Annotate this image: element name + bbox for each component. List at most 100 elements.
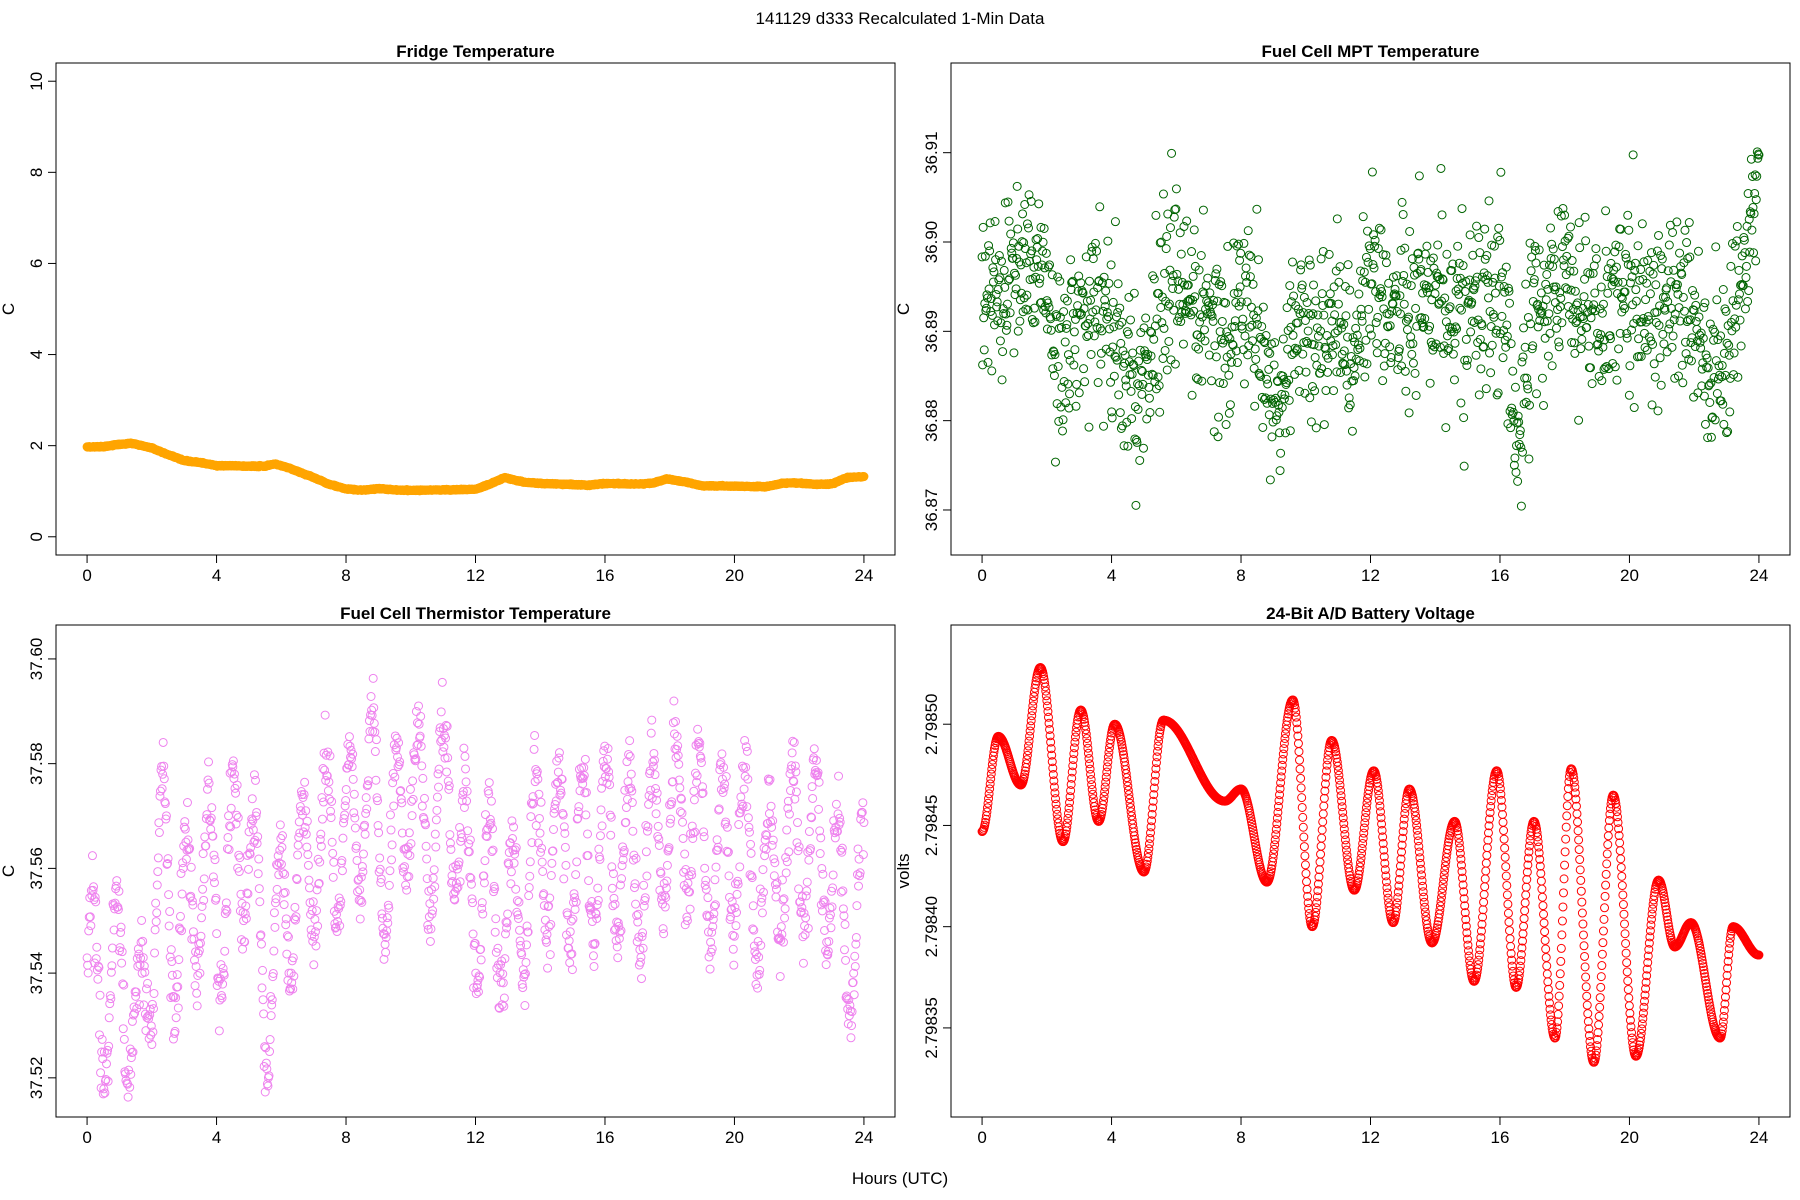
data-point [554,748,564,758]
data-point [369,703,379,713]
data-point [605,780,615,790]
data-point [833,809,843,819]
data-point [746,848,756,858]
data-point [1303,326,1313,336]
data-point [1624,390,1634,400]
data-point [269,946,279,956]
data-point [1430,289,1440,299]
data-point [1162,231,1172,241]
data-point [1358,212,1368,222]
data-point [1516,501,1526,511]
data-point [525,857,535,867]
data-point [1410,270,1419,280]
data-point [674,759,684,769]
data-point [183,835,193,845]
data-point [207,803,217,813]
data-point [1085,276,1095,286]
data-point [1532,389,1542,399]
data-point [1744,286,1754,296]
data-point [251,775,261,785]
data-point [767,840,777,850]
data-point [1371,318,1381,328]
data-point [678,817,688,827]
data-point [1518,352,1528,362]
data-point [1124,292,1134,302]
data-point [776,922,786,932]
data-point [1201,280,1211,290]
data-point [385,866,395,876]
data-point [678,833,688,843]
data-point [405,784,415,794]
data-point [1441,423,1451,433]
data-point [1649,359,1659,369]
data-point [281,914,291,924]
data-point [165,907,175,917]
data-point [626,769,636,779]
data-point [416,711,426,721]
data-point [368,673,378,683]
data-point [700,863,710,873]
data-point [572,857,582,867]
data-point [421,841,431,851]
data-point [418,773,428,783]
data-point [466,879,476,889]
data-point [1210,341,1220,351]
data-point [269,908,279,918]
data-point [1016,260,1026,270]
data-point [302,842,312,852]
data-point [1517,447,1527,457]
data-point [834,771,844,781]
data-point [1115,408,1125,418]
data-point [255,897,265,907]
data-point [1311,423,1321,433]
data-point [1245,322,1255,332]
data-point [1280,428,1290,438]
data-point [1501,262,1511,272]
data-point [529,744,539,754]
data-point [1243,350,1253,360]
data-point [509,858,519,868]
data-point [1207,376,1217,386]
data-point [1116,338,1126,348]
x-tick-label: 0 [977,1128,986,1147]
data-point [588,951,598,961]
data-point [526,812,536,822]
data-point [1099,421,1109,431]
data-point [1155,407,1165,417]
data-point [1211,352,1221,362]
data-point [1217,316,1227,326]
shared-x-axis-label: Hours (UTC) [852,1169,948,1188]
data-point [1591,244,1601,254]
data-point [1311,296,1321,306]
data-point [1400,366,1410,376]
data-point [1363,226,1373,236]
data-point [461,764,471,774]
x-tick-label: 0 [977,566,986,585]
data-point [1736,341,1746,351]
data-point [1141,313,1151,323]
data-point [1741,273,1751,283]
data-point [1505,298,1515,308]
data-point [175,911,185,921]
data-point [1659,339,1669,349]
data-point [631,899,641,909]
x-tick-label: 4 [1107,1128,1116,1147]
data-point [802,877,812,887]
data-point [208,831,218,841]
data-point [431,815,441,825]
data-point [606,830,616,840]
data-point [1162,365,1172,375]
data-point [1655,353,1665,363]
data-point [1038,237,1048,247]
data-point [157,784,167,794]
data-point [1135,455,1145,465]
data-point [166,945,176,955]
data-point [987,366,997,376]
data-point [417,801,427,811]
data-point [1239,238,1249,248]
data-point [1680,225,1690,235]
data-point [781,868,791,878]
data-point [1361,252,1371,262]
data-point [1288,330,1298,340]
data-point [1453,241,1463,251]
